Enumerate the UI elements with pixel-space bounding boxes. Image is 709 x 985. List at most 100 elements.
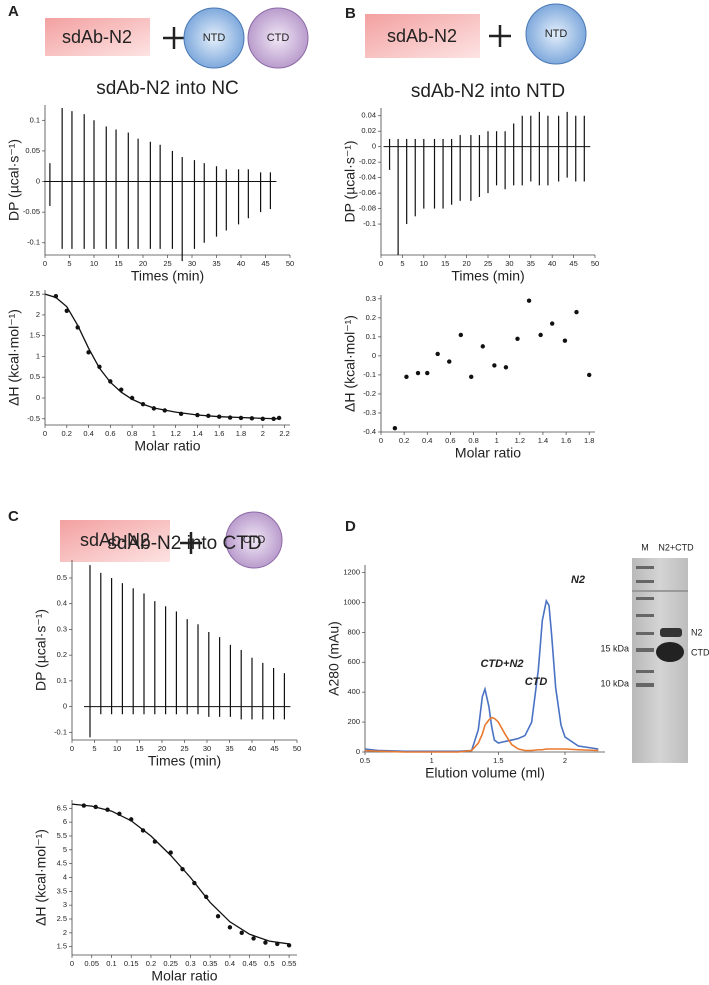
x-tick-label: 0: [43, 429, 47, 438]
y-tick-label: 0: [356, 747, 360, 756]
gel-marker-label: 10 kDa: [600, 678, 629, 688]
y-tick-label: 5: [63, 845, 67, 854]
y-tick-label: -0.3: [363, 408, 376, 417]
data-point: [271, 416, 276, 421]
x-axis-title: Molar ratio: [455, 445, 521, 461]
gel-image: [632, 558, 688, 763]
y-tick-label: 6.5: [57, 803, 67, 812]
x-tick-label: 5: [67, 259, 71, 268]
x-tick-label: 1.4: [192, 429, 202, 438]
x-tick-label: 0.5: [360, 756, 370, 765]
x-tick-label: 0.45: [242, 959, 257, 968]
data-point: [515, 336, 520, 341]
x-tick-label: 0: [70, 959, 74, 968]
x-tick-label: 2: [563, 756, 567, 765]
data-point: [215, 914, 221, 919]
y-tick-label: 0.2: [57, 650, 67, 659]
data-point: [81, 803, 87, 808]
data-point: [180, 866, 185, 872]
y-tick-label: -0.1: [54, 727, 67, 736]
data-point: [86, 350, 91, 355]
x-tick-label: 0.55: [282, 959, 297, 968]
data-point: [117, 811, 122, 817]
antibody-box: [45, 18, 150, 56]
panel-label: D: [345, 518, 356, 535]
y-axis-title: ΔH (kcal·mol⁻¹): [33, 829, 49, 926]
ntd-circle: [525, 3, 587, 65]
y-tick-label: -0.02: [359, 157, 376, 166]
y-axis-title: DP (µcal·s⁻¹): [342, 140, 358, 222]
data-point: [503, 365, 509, 370]
x-tick-label: 1.4: [538, 436, 548, 445]
x-tick-label: 10: [113, 744, 121, 753]
y-tick-label: 3.5: [57, 886, 67, 895]
x-tick-label: 30: [505, 259, 513, 268]
x-axis-title: Elution volume (ml): [425, 765, 545, 781]
data-point: [108, 379, 113, 384]
x-tick-label: 25: [180, 744, 188, 753]
y-tick-label: 200: [347, 717, 360, 726]
y-axis-title: ΔH (kcal·mol⁻¹): [342, 315, 358, 412]
x-tick-label: 35: [225, 744, 233, 753]
fit-curve: [71, 803, 290, 945]
cartoon-label: NTD: [545, 28, 568, 40]
plus: [163, 27, 185, 49]
x-tick-label: 0: [379, 436, 383, 445]
y-tick-label: 1: [36, 351, 40, 360]
y-tick-label: 3: [63, 900, 67, 909]
y-tick-label: 0.04: [361, 111, 376, 120]
x-tick-label: 0.05: [84, 959, 99, 968]
panel-label: B: [345, 5, 356, 22]
y-tick-label: 0: [36, 393, 40, 402]
x-axis-title: Times (min): [148, 753, 221, 769]
x-tick-label: 1.6: [214, 429, 224, 438]
data-point: [217, 414, 222, 419]
y-tick-label: 600: [347, 657, 360, 666]
y-tick-label: 0.02: [361, 126, 376, 135]
data-point: [227, 415, 233, 420]
antibody-box: [60, 520, 170, 562]
data-point: [263, 940, 268, 945]
y-tick-label: 0: [63, 702, 67, 711]
x-tick-label: 0.15: [124, 959, 139, 968]
y-tick-label: 0.3: [366, 294, 376, 303]
ctd-circle: [247, 7, 309, 69]
data-point: [260, 416, 265, 421]
y-tick-label: 6: [63, 817, 67, 826]
chart-title: sdAb-N2 into NTD: [411, 81, 565, 102]
y-tick-label: -0.08: [359, 204, 376, 213]
y-tick-label: -0.4: [363, 427, 376, 436]
annotation: CTD+N2: [480, 658, 523, 670]
x-tick-label: 5: [400, 259, 404, 268]
x-tick-label: 0.2: [399, 436, 409, 445]
chromatogram-line: [364, 598, 599, 753]
x-tick-label: 25: [163, 259, 171, 268]
x-axis-title: Molar ratio: [134, 438, 200, 454]
x-tick-label: 0: [70, 744, 74, 753]
x-tick-label: 15: [441, 259, 449, 268]
data-point: [151, 406, 157, 411]
x-tick-label: 20: [158, 744, 166, 753]
x-tick-label: 0.8: [468, 436, 478, 445]
data-point: [562, 338, 568, 343]
data-point: [392, 425, 398, 431]
x-tick-label: 35: [527, 259, 535, 268]
data-point: [140, 828, 146, 833]
x-tick-label: 2.2: [279, 429, 289, 438]
data-point: [492, 363, 497, 368]
data-point: [97, 364, 102, 370]
data-point: [587, 372, 592, 378]
y-tick-label: -0.1: [363, 219, 376, 228]
x-tick-label: 45: [261, 259, 269, 268]
data-point: [93, 804, 98, 810]
y-tick-label: 4: [63, 872, 67, 881]
chromatogram-line: [364, 716, 599, 753]
x-tick-label: 1.5: [493, 756, 503, 765]
x-tick-label: 0.1: [106, 959, 116, 968]
data-point: [238, 415, 244, 421]
x-axis-title: Times (min): [451, 268, 524, 284]
data-point: [526, 298, 532, 303]
data-point: [550, 321, 555, 326]
y-tick-label: -0.2: [363, 389, 376, 398]
